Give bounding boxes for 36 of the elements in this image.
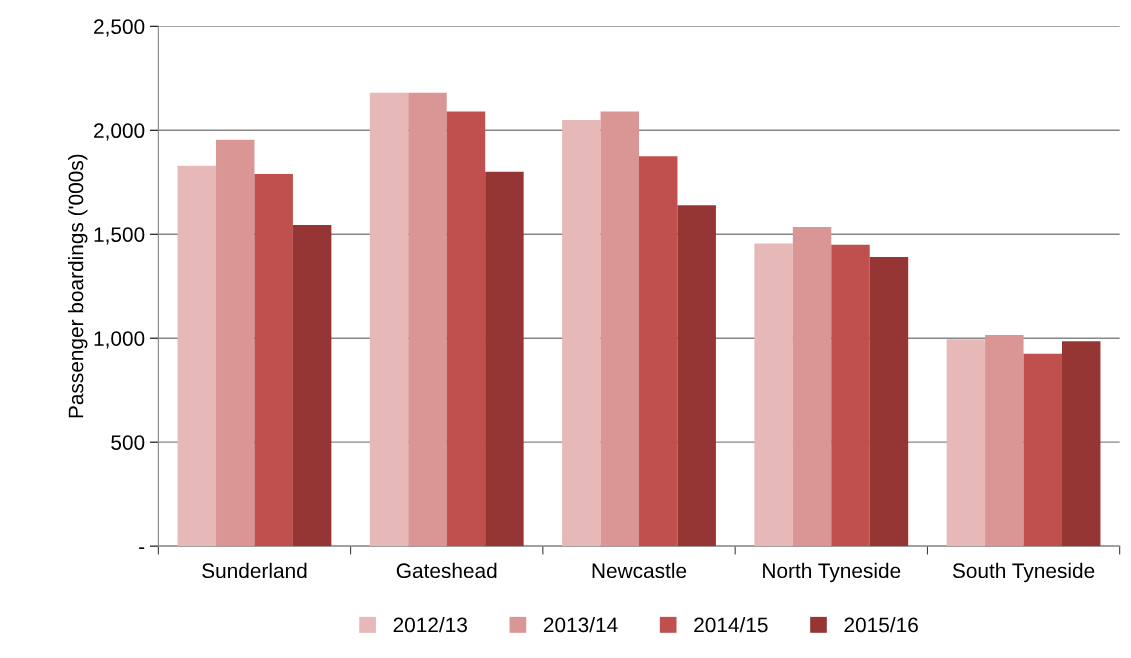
x-tick-label: Newcastle	[592, 562, 687, 579]
legend-label: 2015/16	[844, 616, 918, 633]
bar	[831, 244, 870, 547]
bar	[485, 171, 524, 547]
bar	[1023, 353, 1063, 547]
bar	[985, 335, 1024, 547]
x-tick-label: Gateshead	[396, 562, 497, 579]
x-tick-label: South Tyneside	[952, 562, 1095, 583]
y-tick-label: 500	[111, 435, 145, 450]
bar	[369, 92, 409, 547]
bar	[600, 111, 640, 547]
y-axis-title: Passenger boardings ('000s)	[68, 154, 88, 418]
legend-label: 2013/14	[543, 616, 618, 633]
x-tick-label: Sunderland	[202, 562, 307, 579]
bar	[677, 205, 716, 547]
bar	[408, 92, 447, 547]
bar	[446, 111, 486, 547]
bar	[639, 156, 678, 547]
y-tick-label: 2,500	[94, 19, 145, 37]
bar	[177, 165, 217, 547]
bar	[869, 257, 909, 547]
y-tick-label: 2,000	[94, 123, 145, 141]
y-tick-label: 1,500	[94, 227, 145, 245]
legend-label: 2012/13	[393, 616, 467, 633]
bar	[216, 139, 255, 547]
bar	[1062, 341, 1101, 547]
x-tick-label: North Tyneside	[763, 562, 901, 583]
legend-label: 2014/15	[694, 616, 768, 633]
bar	[754, 243, 793, 547]
bar	[792, 226, 832, 547]
bar	[562, 119, 601, 547]
bar	[946, 339, 986, 547]
bar	[254, 173, 293, 547]
bar	[292, 224, 332, 547]
y-tick-label: 1,000	[94, 331, 145, 349]
y-tick-label: -	[139, 547, 145, 549]
